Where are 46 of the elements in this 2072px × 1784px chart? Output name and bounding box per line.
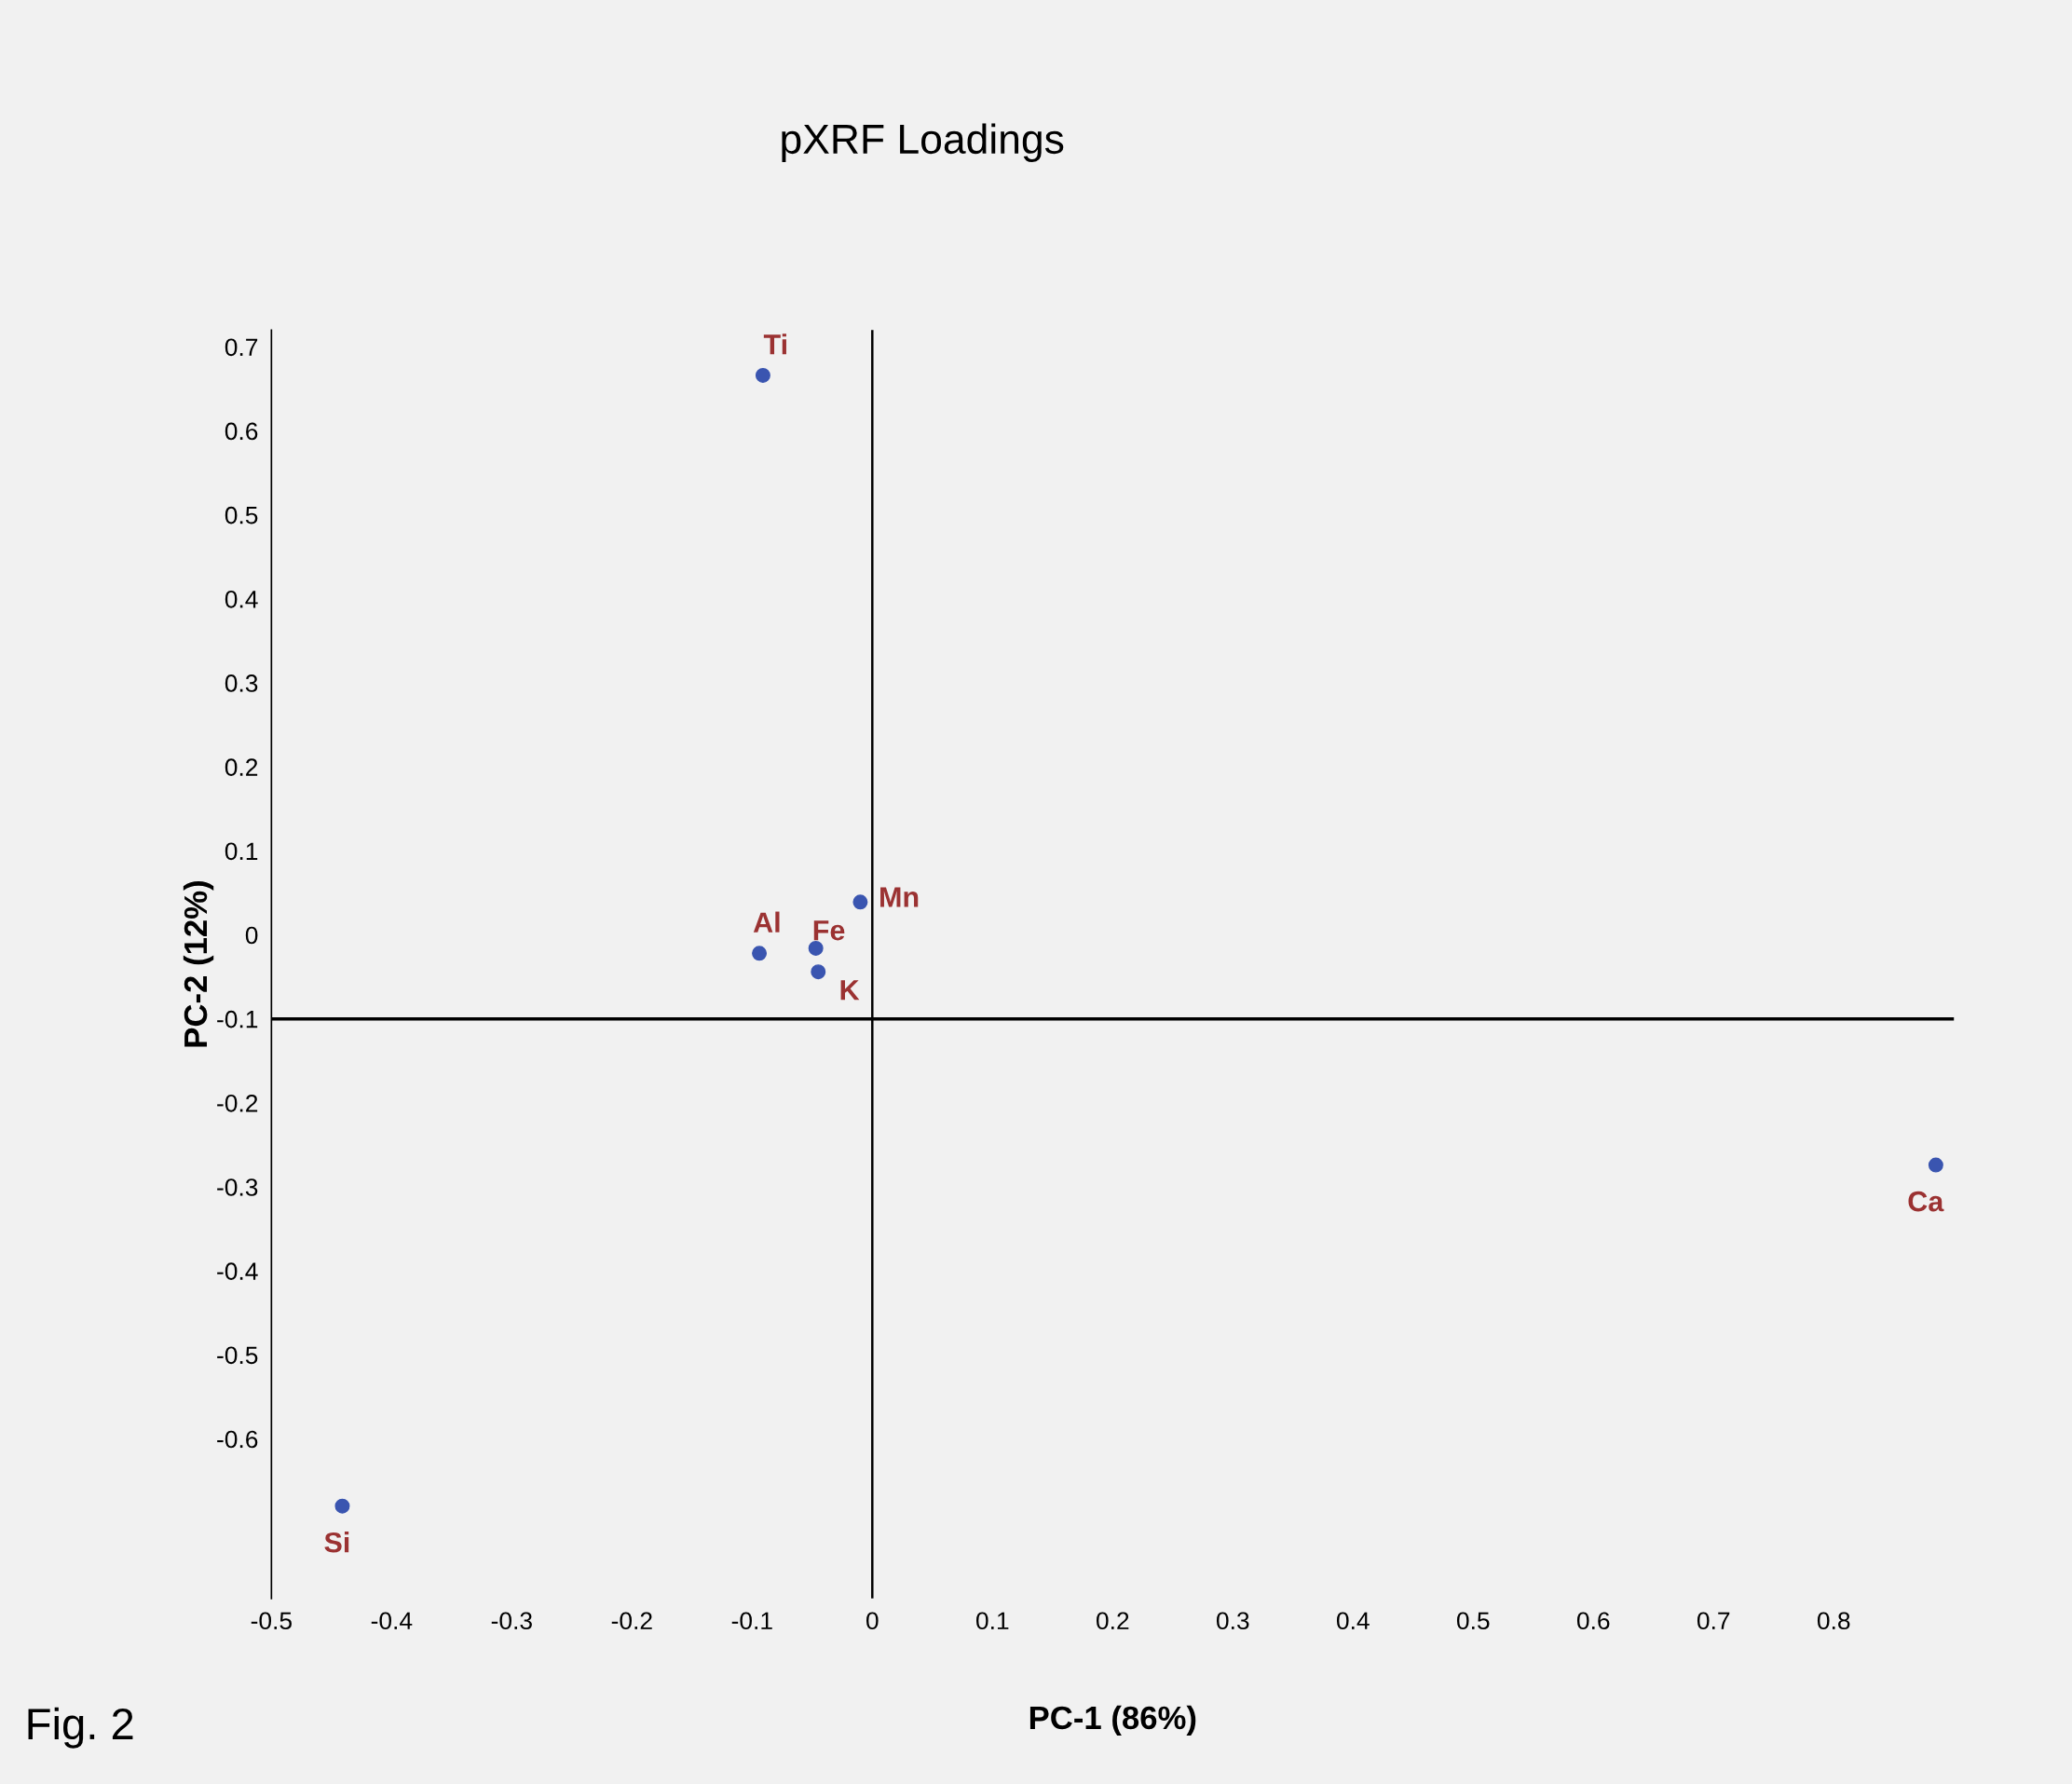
y-tick-label: -0.5 bbox=[217, 1346, 258, 1365]
annotation: Ca bbox=[1908, 1191, 1944, 1212]
y-tick-label: 0.4 bbox=[225, 590, 258, 608]
x-tick-label: 0.1 bbox=[975, 1612, 1009, 1630]
y-tick-label: -0.6 bbox=[217, 1430, 258, 1449]
x-tick-label: 0.5 bbox=[1456, 1612, 1490, 1630]
point bbox=[852, 894, 868, 910]
x-tick-label: -0.1 bbox=[731, 1612, 772, 1630]
annotation: Al bbox=[753, 911, 780, 933]
chart-title: pXRF Loadings bbox=[782, 123, 1064, 162]
y-tick-label: -0.4 bbox=[217, 1262, 258, 1280]
x-tick-label: -0.3 bbox=[491, 1612, 532, 1630]
annotation: Mn bbox=[880, 887, 919, 907]
x-tick-label: 0.7 bbox=[1697, 1612, 1730, 1630]
y-axis-title: PC-2 (12%) bbox=[183, 881, 214, 1047]
y-tick-label: 0.5 bbox=[225, 506, 258, 524]
x-tick-label: 0 bbox=[866, 1612, 879, 1630]
x-tick-label: 0.6 bbox=[1576, 1612, 1610, 1630]
y-tick-label: 0.7 bbox=[225, 338, 258, 357]
point bbox=[334, 1498, 350, 1514]
y-tick-label: 0.3 bbox=[225, 674, 258, 692]
x-tick-label: -0.4 bbox=[371, 1612, 413, 1630]
annotation: Si bbox=[324, 1532, 349, 1553]
point bbox=[1928, 1157, 1943, 1173]
x-tick-label: 0.3 bbox=[1216, 1612, 1249, 1630]
y-tick-label: -0.3 bbox=[217, 1178, 258, 1196]
annotation: Ti bbox=[763, 334, 786, 355]
x-tick-label: -0.5 bbox=[251, 1612, 292, 1630]
y-tick-label: 0.2 bbox=[225, 758, 258, 776]
point bbox=[752, 946, 768, 961]
x-axis-title: PC-1 (86%) bbox=[1029, 1705, 1196, 1736]
y-tick-label: -0.1 bbox=[217, 1010, 258, 1028]
y-tick-label: 0 bbox=[245, 926, 258, 945]
y-tick-label: 0.1 bbox=[225, 842, 258, 861]
point bbox=[808, 940, 824, 956]
annotation: K bbox=[840, 980, 860, 1001]
y-tick-label: 0.6 bbox=[225, 422, 258, 441]
annotation: Fe bbox=[813, 920, 845, 941]
x-tick-label: -0.2 bbox=[611, 1612, 652, 1630]
y-tick-label: -0.2 bbox=[217, 1094, 258, 1112]
x-tick-label: 0.2 bbox=[1096, 1612, 1129, 1630]
point bbox=[755, 367, 770, 383]
caption: Fig. 2 bbox=[28, 1707, 133, 1749]
x-tick-label: 0.8 bbox=[1817, 1612, 1850, 1630]
x-tick-label: 0.4 bbox=[1336, 1612, 1370, 1630]
point bbox=[811, 964, 826, 980]
